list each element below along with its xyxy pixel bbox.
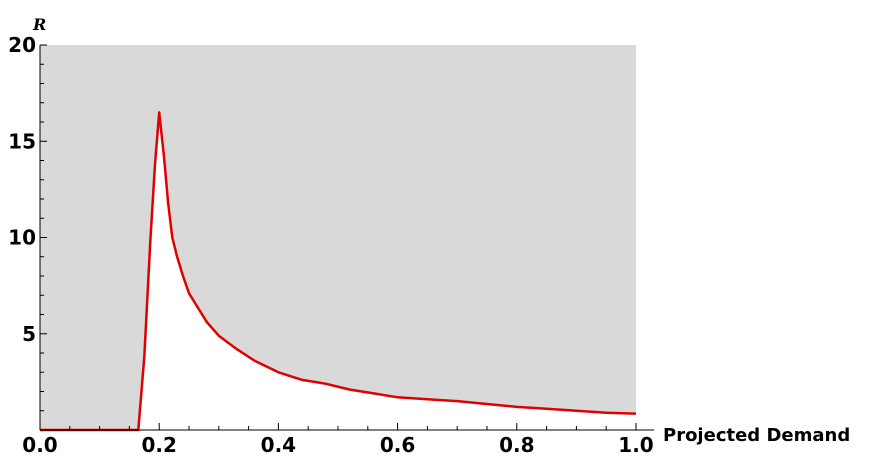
series-line — [40, 111, 637, 432]
shaded-region — [40, 45, 636, 430]
y-tick-label-0: 5 — [22, 322, 36, 346]
data-point-20 — [349, 389, 351, 391]
data-point-23 — [426, 398, 428, 400]
data-point-7 — [167, 202, 169, 204]
data-point-3 — [149, 240, 151, 242]
data-point-8 — [171, 237, 173, 239]
x-tick-label-3: 0.6 — [380, 433, 415, 457]
data-point-26 — [516, 406, 518, 408]
data-point-21 — [373, 392, 375, 394]
data-point-24 — [456, 400, 458, 402]
y-tick-label-1: 10 — [8, 226, 36, 250]
data-point-19 — [325, 383, 327, 385]
data-point-25 — [486, 403, 488, 405]
x-tick-label-2: 0.4 — [261, 433, 296, 457]
data-point-4 — [154, 163, 156, 165]
data-point-9 — [176, 256, 178, 258]
x-tick-label-4: 0.8 — [499, 433, 534, 457]
data-point-10 — [182, 275, 184, 277]
data-point-30 — [635, 413, 637, 415]
x-axis-label: Projected Demand — [663, 425, 850, 446]
y-axis-label: R — [32, 15, 46, 34]
x-tick-label-0: 0.0 — [22, 433, 57, 457]
data-point-27 — [546, 408, 548, 410]
data-point-18 — [301, 379, 303, 381]
data-point-17 — [277, 371, 279, 373]
data-point-2 — [143, 356, 145, 358]
x-tick-label-1: 0.2 — [141, 433, 176, 457]
data-point-28 — [575, 410, 577, 412]
x-tick-label-5: 1.0 — [618, 433, 653, 457]
data-point-29 — [605, 412, 607, 414]
data-point-12 — [194, 302, 196, 304]
data-point-14 — [218, 335, 220, 337]
below-curve-area — [40, 112, 636, 431]
data-point-16 — [254, 360, 256, 362]
data-point-6 — [163, 156, 165, 158]
y-tick-label-2: 15 — [8, 129, 36, 153]
data-point-13 — [206, 321, 208, 323]
data-point-11 — [188, 292, 190, 294]
y-tick-label-3: 20 — [8, 33, 36, 57]
data-point-22 — [397, 396, 399, 398]
data-point-5 — [158, 111, 160, 113]
data-point-15 — [236, 348, 238, 350]
